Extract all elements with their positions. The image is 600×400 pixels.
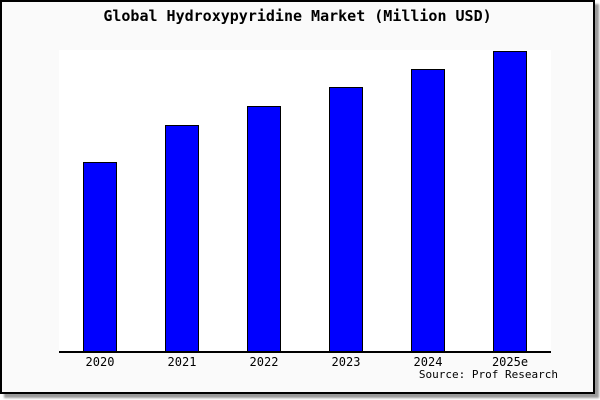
bar-slot-2022 bbox=[223, 50, 305, 351]
bar-2023 bbox=[329, 87, 363, 351]
chart-title: Global Hydroxypyridine Market (Million U… bbox=[103, 7, 492, 25]
bar-slot-2025e bbox=[469, 50, 551, 351]
x-tick-label-2022: 2022 bbox=[249, 355, 279, 369]
bar-slot-2020 bbox=[59, 50, 141, 351]
bar-2020 bbox=[83, 162, 117, 351]
x-tick-label-2020: 2020 bbox=[85, 355, 115, 369]
x-axis-labels: 2020 2021 2022 2023 2024 2025e bbox=[59, 355, 551, 369]
x-tick-label-2025e: 2025e bbox=[491, 355, 529, 369]
x-tick-label-2023: 2023 bbox=[331, 355, 361, 369]
bar-2024 bbox=[411, 69, 445, 351]
x-tick-label-2021: 2021 bbox=[167, 355, 197, 369]
x-tick-label-2024: 2024 bbox=[413, 355, 443, 369]
bar-2025e bbox=[493, 51, 527, 351]
bar-slot-2023 bbox=[305, 50, 387, 351]
bar-2021 bbox=[165, 125, 199, 351]
bar-slot-2024 bbox=[387, 50, 469, 351]
plot-area bbox=[59, 50, 551, 353]
bar-2022 bbox=[247, 106, 281, 351]
source-credit: Source: Prof Research bbox=[418, 368, 558, 381]
chart-frame: Global Hydroxypyridine Market (Million U… bbox=[0, 0, 595, 394]
bar-slot-2021 bbox=[141, 50, 223, 351]
